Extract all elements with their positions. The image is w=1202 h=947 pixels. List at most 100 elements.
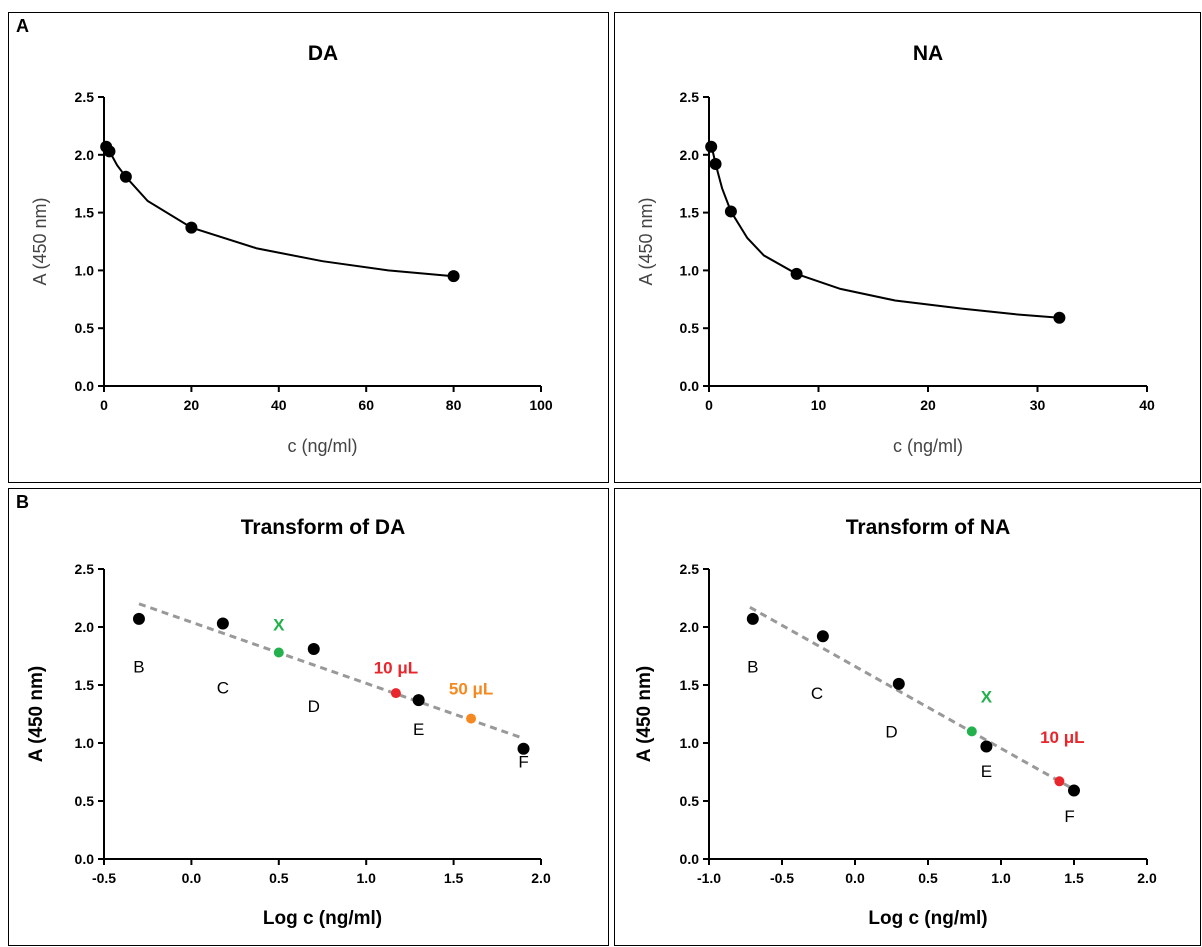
x-tick-label: 10 [811, 397, 827, 413]
panel-frame-na [614, 12, 1201, 483]
y-tick-label: 2.5 [680, 89, 700, 105]
x-tick-label: 30 [1030, 397, 1046, 413]
x-axis-label: c (ng/ml) [893, 436, 963, 456]
x-axis-label: Log c (ng/ml) [868, 908, 987, 929]
panel-frame-da [8, 12, 609, 483]
point-label: F [1064, 807, 1074, 826]
data-point [1068, 784, 1080, 797]
x-tick-label: -0.5 [770, 870, 794, 886]
highlight-label: 10 μL [1040, 728, 1084, 747]
x-tick-label: 0.5 [269, 870, 289, 886]
x-axis-label: Log c (ng/ml) [263, 908, 382, 929]
y-tick-label: 1.0 [75, 262, 95, 278]
highlight-point [390, 688, 401, 699]
y-tick-label: 2.0 [75, 147, 95, 163]
data-point [185, 221, 198, 234]
y-tick-label: 0.0 [680, 378, 700, 394]
data-point [816, 630, 829, 643]
data-point [119, 170, 132, 183]
fit-curve [710, 144, 1060, 319]
x-tick-label: 2.0 [1137, 870, 1157, 886]
y-tick-label: 2.5 [75, 89, 95, 105]
fit-curve [105, 146, 454, 278]
y-tick-label: 0.0 [75, 851, 95, 867]
chart-title: NA [913, 42, 943, 65]
y-tick-label: 0.5 [75, 320, 95, 336]
point-label: B [747, 657, 758, 676]
y-tick-label: 2.0 [680, 619, 700, 635]
highlight-point [1054, 776, 1065, 787]
highlight-label: 10 μL [374, 659, 418, 678]
data-point [216, 617, 229, 630]
x-axis-label: c (ng/ml) [287, 436, 357, 456]
point-label: F [518, 753, 528, 772]
panel-frame-transform-na [614, 488, 1201, 946]
x-tick-label: 20 [184, 397, 200, 413]
data-point [709, 158, 722, 171]
x-tick-label: 1.5 [444, 870, 464, 886]
x-tick-label: 0 [705, 397, 713, 413]
data-point [447, 270, 460, 283]
y-tick-label: 0.5 [680, 320, 700, 336]
y-tick-label: 2.5 [75, 561, 95, 577]
y-tick-label: 0.5 [75, 793, 95, 809]
y-tick-label: 0.0 [75, 378, 95, 394]
panel-letter-b: B [16, 492, 29, 512]
highlight-label: X [273, 616, 285, 635]
y-tick-label: 1.5 [680, 677, 700, 693]
data-point [307, 643, 320, 656]
x-tick-label: 0.0 [182, 870, 202, 886]
data-point [1053, 311, 1066, 324]
highlight-label: 50 μL [449, 679, 493, 698]
highlight-point [273, 647, 284, 658]
x-tick-label: 1.5 [1064, 870, 1084, 886]
y-axis-label: A (450 nm) [30, 197, 50, 285]
panel-frame-transform-da [8, 488, 609, 946]
chart-tna: Transform of NA 0.0 0.5 1.0 1.5 2.0 2.5 -1.0 -0.… [634, 516, 1157, 929]
point-label: E [413, 720, 424, 739]
data-point [892, 677, 905, 690]
y-tick-label: 1.0 [680, 735, 700, 751]
x-tick-label: 40 [1139, 397, 1155, 413]
highlight-label: X [981, 688, 993, 707]
data-point [412, 694, 425, 707]
x-tick-label: 0.0 [845, 870, 865, 886]
x-tick-label: 100 [529, 397, 553, 413]
point-label: E [981, 762, 992, 781]
chart-title: DA [308, 42, 338, 65]
point-label: D [885, 722, 897, 741]
x-tick-label: 0.5 [918, 870, 938, 886]
y-tick-label: 0.0 [680, 851, 700, 867]
highlight-point [466, 713, 477, 724]
y-tick-label: 1.5 [680, 205, 700, 221]
chart-title: Transform of DA [241, 516, 406, 539]
data-point [790, 267, 803, 280]
y-axis-label: A (450 nm) [26, 666, 47, 762]
y-tick-label: 1.0 [75, 735, 95, 751]
data-point [132, 612, 145, 625]
x-tick-label: 1.0 [991, 870, 1011, 886]
data-point [746, 612, 759, 625]
x-tick-label: 40 [271, 397, 287, 413]
data-point [705, 140, 718, 153]
chart-title: Transform of NA [846, 516, 1011, 539]
y-tick-label: 2.0 [75, 619, 95, 635]
y-axis-label: A (450 nm) [634, 666, 655, 762]
x-tick-label: 20 [920, 397, 936, 413]
y-tick-label: 1.5 [75, 677, 95, 693]
data-point [517, 742, 530, 755]
fit-line-dashed [138, 602, 524, 740]
fit-line-dashed [749, 605, 1075, 791]
y-axis-label: A (450 nm) [636, 197, 656, 285]
y-tick-label: 2.5 [680, 561, 700, 577]
x-tick-label: 2.0 [531, 870, 551, 886]
x-tick-label: -0.5 [92, 870, 116, 886]
data-point [980, 740, 993, 753]
chart-tda: Transform of DA 0.0 0.5 1.0 1.5 2.0 2.5 -0.5 0.0… [26, 516, 551, 929]
point-label: C [811, 684, 823, 703]
y-tick-label: 0.5 [680, 793, 700, 809]
y-tick-label: 1.5 [75, 205, 95, 221]
highlight-point [966, 726, 977, 737]
x-tick-label: 60 [358, 397, 374, 413]
